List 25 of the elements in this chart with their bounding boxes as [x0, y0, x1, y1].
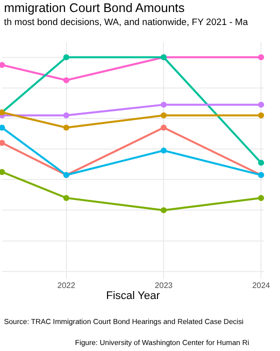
point — [160, 207, 167, 214]
point — [258, 194, 264, 201]
point — [63, 124, 70, 131]
x-tick-label: 2024 — [252, 281, 271, 290]
point — [0, 140, 5, 146]
point — [63, 54, 70, 60]
point — [0, 168, 5, 175]
point — [63, 112, 70, 118]
point — [160, 112, 167, 118]
point — [258, 54, 264, 60]
point — [0, 62, 5, 68]
point — [160, 148, 167, 154]
point — [0, 124, 5, 131]
point — [63, 194, 70, 201]
point — [63, 77, 70, 84]
point — [258, 160, 264, 166]
point — [160, 102, 167, 108]
point — [258, 102, 264, 108]
x-tick-label: 2023 — [154, 281, 174, 290]
x-axis-title: Fiscal Year — [106, 290, 160, 302]
chart-subtitle: th most bond decisions, WA, and nationwide, FY 2021 - Ma — [4, 17, 249, 27]
x-tick-label: 2022 — [57, 281, 76, 290]
point — [258, 112, 264, 118]
chart-title: mmigration Court Bond Amounts — [4, 1, 185, 15]
point — [160, 124, 167, 131]
